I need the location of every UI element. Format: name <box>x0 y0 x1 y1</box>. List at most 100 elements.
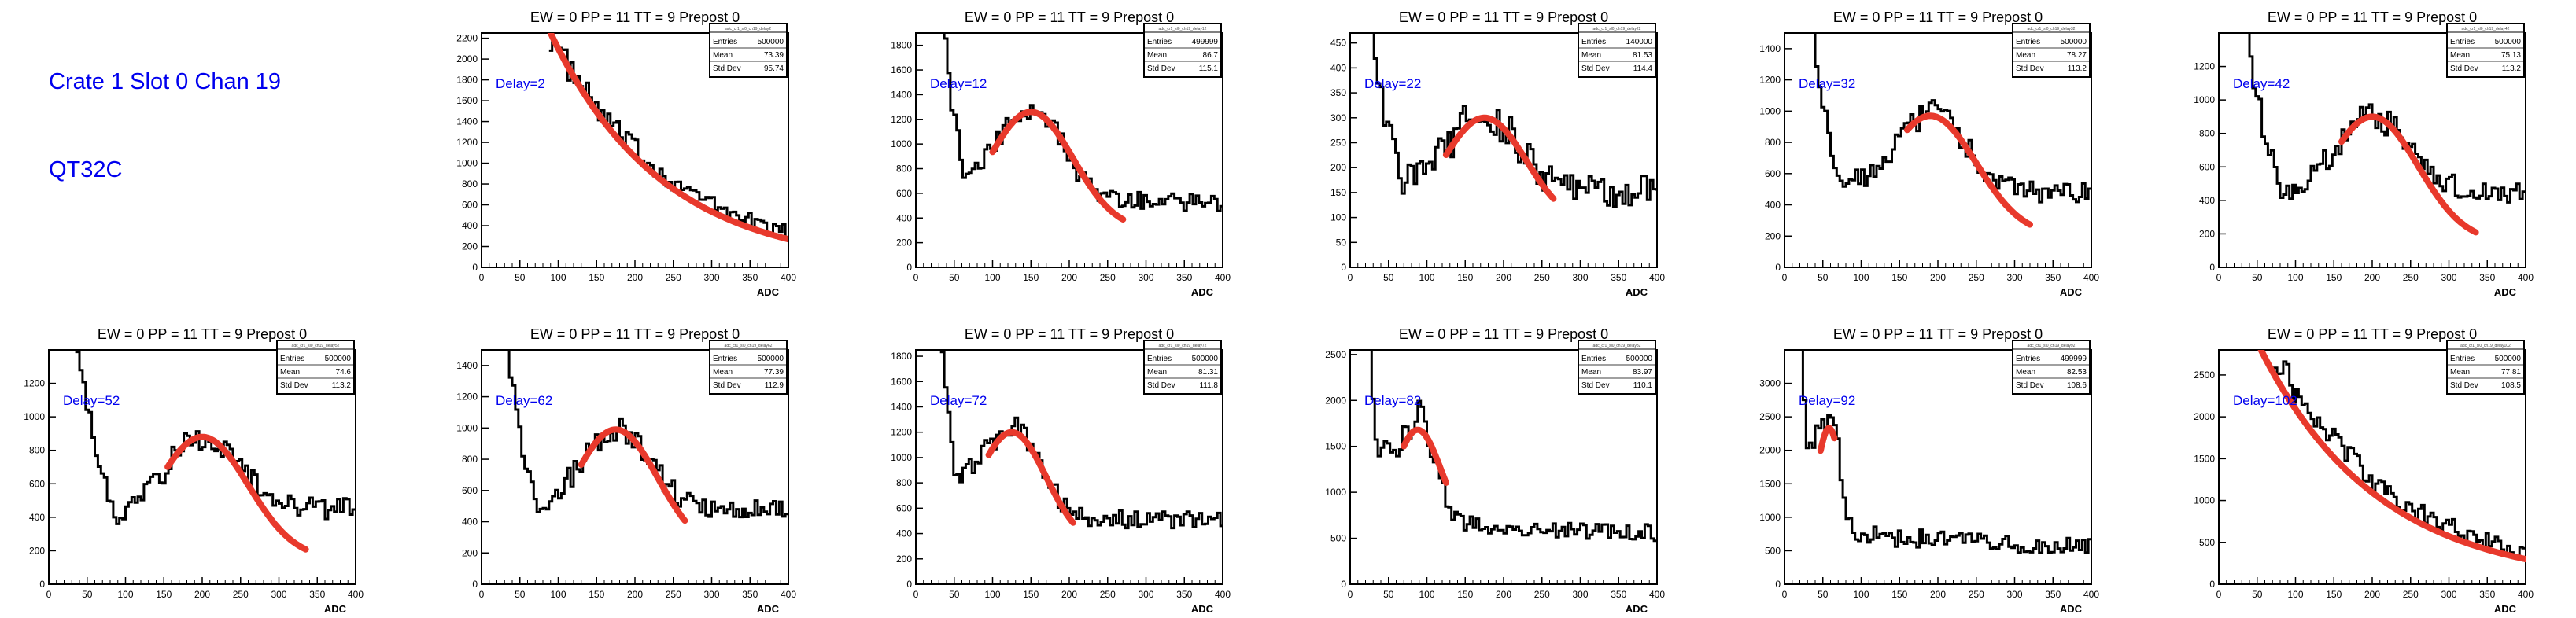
stats-box: adc_cr1_sl0_ch19_delay12 Entries 499999 Mea… <box>1143 23 1222 78</box>
delay-annotation: Delay=52 <box>63 393 120 408</box>
panel-title: EW = 0 PP = 11 TT = 9 Prepost 0 <box>1833 9 2043 25</box>
x-tick-label: 250 <box>1534 589 1550 600</box>
x-axis-label: ADC <box>2494 286 2517 298</box>
stats-value: 500000 <box>2061 38 2087 46</box>
stats-header: adc_cr1_sl0_ch19_delay32 <box>2028 27 2076 31</box>
fit-curve <box>2257 350 2526 563</box>
x-tick-label: 200 <box>627 589 643 600</box>
x-tick-label: 250 <box>233 589 249 600</box>
stats-box: adc_cr1_sl0_ch19_delay2 Entries 500000 Mean… <box>709 23 788 78</box>
x-tick-label: 350 <box>2045 589 2061 600</box>
stats-label: Entries <box>2450 355 2475 363</box>
x-tick-label: 400 <box>1649 589 1665 600</box>
stats-label: Std Dev <box>2450 381 2478 390</box>
stats-label: Entries <box>1147 38 1172 46</box>
x-tick-label: 0 <box>479 272 485 283</box>
x-axis-label: ADC <box>2060 286 2083 298</box>
stats-label: Mean <box>1581 368 1601 377</box>
y-tick-label: 200 <box>1765 230 1781 241</box>
histogram-panel: EW = 0 PP = 11 TT = 9 Prepost 0 0 50 100 150… <box>1759 326 2099 615</box>
stats-value: 114.4 <box>1633 64 1653 73</box>
stats-label: Entries <box>2450 38 2475 46</box>
y-tick-label: 1200 <box>891 427 912 438</box>
x-tick-label: 350 <box>1611 589 1626 600</box>
panel-title: EW = 0 PP = 11 TT = 9 Prepost 0 <box>98 326 307 342</box>
fit-curve <box>1442 114 1557 202</box>
stats-value: 108.5 <box>2501 381 2521 390</box>
stats-value: 500000 <box>2495 38 2522 46</box>
y-tick-label: 1600 <box>891 376 912 387</box>
x-tick-label: 150 <box>1457 589 1473 600</box>
x-tick-label: 400 <box>781 589 796 600</box>
x-tick-label: 200 <box>1930 272 1946 283</box>
stats-header: adc_cr1_sl0_ch19_delay72 <box>1159 344 1207 348</box>
fit-curve <box>1401 426 1449 486</box>
stats-label: Entries <box>713 38 737 46</box>
panel-title: EW = 0 PP = 11 TT = 9 Prepost 0 <box>1399 9 1608 25</box>
stats-label: Std Dev <box>713 64 741 73</box>
fit-curve <box>985 429 1076 526</box>
y-tick-label: 200 <box>1330 162 1346 173</box>
x-tick-label: 150 <box>1891 589 1907 600</box>
stats-box: adc_cr1_sl0_ch19_delay52 Entries 500000 Mea… <box>276 340 355 395</box>
y-tick-label: 500 <box>2199 537 2215 548</box>
y-tick-label: 600 <box>1765 168 1781 179</box>
y-tick-label: 1000 <box>2194 495 2215 506</box>
x-tick-label: 350 <box>2479 589 2495 600</box>
y-tick-label: 200 <box>896 554 912 565</box>
y-tick-label: 2200 <box>456 33 478 44</box>
stats-value: 95.74 <box>764 64 784 73</box>
y-tick-label: 600 <box>462 200 478 211</box>
delay-annotation: Delay=102 <box>2233 393 2297 408</box>
y-tick-label: 1000 <box>456 422 478 433</box>
y-tick-label: 600 <box>2199 161 2215 172</box>
fit-curve <box>578 426 688 524</box>
x-tick-label: 50 <box>2252 589 2263 600</box>
histogram-panel: EW = 0 PP = 11 TT = 9 Prepost 0 0 50 100 150… <box>1330 9 1665 298</box>
channel-info: Crate 1 Slot 0 Chan 19 QT32C <box>0 0 441 309</box>
stats-value: 78.27 <box>2067 51 2087 60</box>
x-tick-label: 350 <box>742 589 758 600</box>
y-tick-label: 400 <box>29 512 45 523</box>
stats-label: Std Dev <box>1581 381 1610 390</box>
stats-label: Mean <box>2016 368 2035 377</box>
x-axis-label: ADC <box>324 603 347 615</box>
x-tick-label: 300 <box>703 589 719 600</box>
x-tick-label: 150 <box>1457 272 1473 283</box>
y-tick-label: 400 <box>462 220 478 231</box>
fit-curve <box>547 33 788 243</box>
stats-value: 81.31 <box>1198 368 1218 377</box>
stats-value: 110.1 <box>1633 381 1653 390</box>
x-tick-label: 150 <box>589 272 604 283</box>
stats-value: 113.2 <box>332 381 352 390</box>
panel-title: EW = 0 PP = 11 TT = 9 Prepost 0 <box>2268 326 2477 342</box>
x-tick-label: 400 <box>1649 272 1665 283</box>
x-tick-label: 0 <box>2216 589 2222 600</box>
y-tick-label: 2500 <box>2194 370 2215 381</box>
y-tick-label: 800 <box>462 454 478 465</box>
y-tick-label: 350 <box>1330 87 1346 98</box>
y-tick-label: 1800 <box>891 351 912 362</box>
stats-header: adc_cr1_sl0_ch19_delay82 <box>1593 344 1641 348</box>
panel-title: EW = 0 PP = 11 TT = 9 Prepost 0 <box>965 326 1174 342</box>
x-tick-label: 150 <box>2326 589 2342 600</box>
x-tick-label: 50 <box>515 589 526 600</box>
stats-header: adc_cr1_sl0_ch19_delay62 <box>725 344 773 348</box>
stats-box: adc_cr1_sl0_ch19_delay102 Entries 500000 Me… <box>2446 340 2525 395</box>
panel-title: EW = 0 PP = 11 TT = 9 Prepost 0 <box>2268 9 2477 25</box>
x-tick-label: 50 <box>1818 589 1829 600</box>
stats-header: adc_cr1_sl0_ch19_delay102 <box>2460 344 2511 348</box>
x-tick-label: 400 <box>348 589 364 600</box>
x-tick-label: 300 <box>1572 272 1588 283</box>
fit-curve <box>1904 112 2033 228</box>
stats-value: 75.13 <box>2501 51 2521 60</box>
x-tick-label: 400 <box>2518 272 2534 283</box>
x-tick-label: 200 <box>1496 589 1511 600</box>
stats-value: 112.9 <box>765 381 784 390</box>
x-tick-label: 200 <box>2364 272 2380 283</box>
x-tick-label: 250 <box>1534 272 1550 283</box>
y-tick-label: 1400 <box>891 89 912 100</box>
delay-annotation: Delay=2 <box>496 76 545 91</box>
y-tick-label: 400 <box>896 212 912 223</box>
delay-annotation: Delay=62 <box>496 393 552 408</box>
